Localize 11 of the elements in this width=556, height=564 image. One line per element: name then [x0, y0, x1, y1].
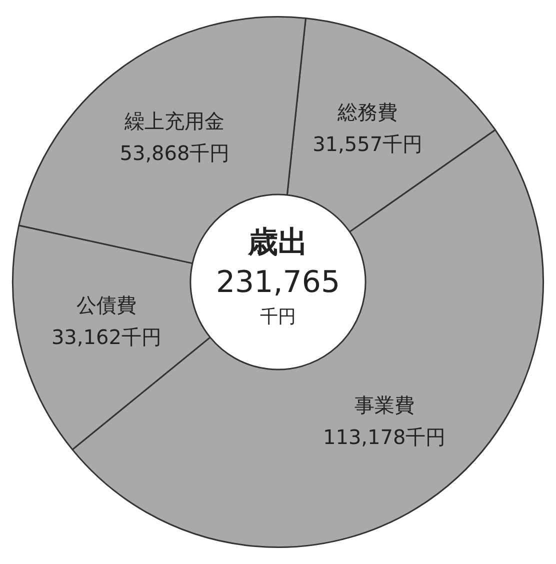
slice-label: 繰上充用金 [124, 109, 225, 134]
text: 千円 [260, 306, 296, 328]
data-label: 33,162千円 [51, 325, 162, 350]
text: 歳出 [247, 224, 308, 260]
slice-label: 総務費 [336, 100, 398, 124]
data-label: 53,868千円 [120, 141, 230, 166]
data-label: 31,557千円 [312, 132, 423, 156]
slice-label: 公債費 [76, 293, 136, 318]
text: 231,765 [216, 264, 340, 300]
data-label: 113,178千円 [323, 424, 446, 449]
slice-label: 事業費 [354, 392, 414, 417]
